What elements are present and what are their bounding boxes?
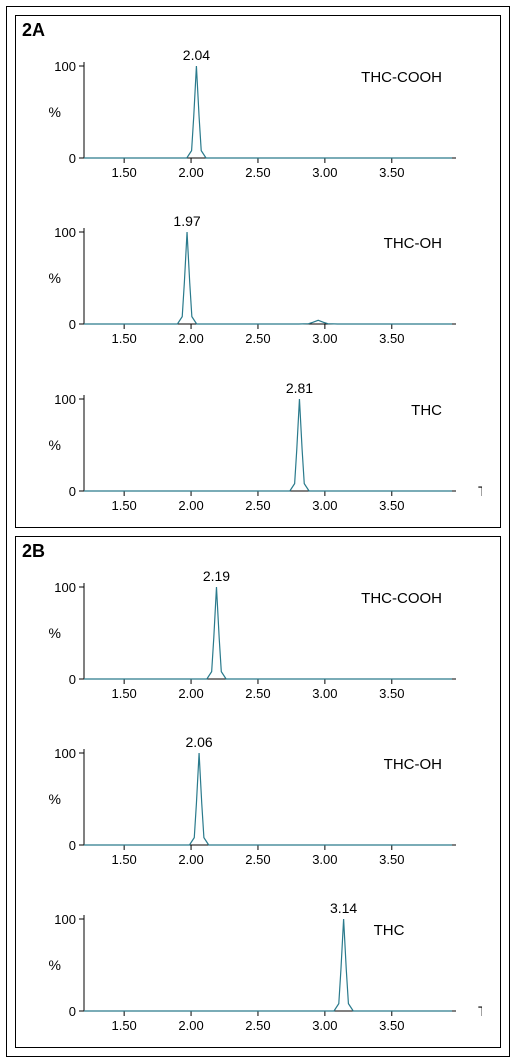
ytick-label: 0 (69, 1004, 76, 1019)
ytick-label: 0 (69, 151, 76, 166)
yaxis-label: % (49, 104, 61, 120)
ytick-label: 0 (69, 317, 76, 332)
yaxis-label: % (49, 957, 61, 973)
xaxis-label: Time (478, 483, 482, 499)
xtick-label: 3.00 (312, 1018, 337, 1033)
panel-2A: 2A0100%1.502.002.503.003.502.04THC-COOH0… (15, 15, 501, 528)
xtick-label: 3.50 (379, 686, 404, 701)
ytick-label: 100 (54, 746, 76, 761)
yaxis-label: % (49, 625, 61, 641)
xtick-label: 3.50 (379, 331, 404, 346)
outer-frame: 2A0100%1.502.002.503.003.502.04THC-COOH0… (6, 6, 510, 1057)
axes (79, 395, 456, 496)
ytick-label: 100 (54, 225, 76, 240)
xtick-label: 1.50 (111, 498, 136, 513)
xtick-label: 2.00 (178, 498, 203, 513)
xtick-label: 3.50 (379, 1018, 404, 1033)
ytick-label: 100 (54, 580, 76, 595)
compound-label: THC-OH (384, 756, 442, 773)
ytick-label: 0 (69, 672, 76, 687)
xtick-label: 3.00 (312, 165, 337, 180)
xtick-label: 2.00 (178, 852, 203, 867)
chromatogram-chart: 0 100% 1.50 2.00 2.50 3.00 3.50 2.04 THC-COOH (22, 36, 482, 188)
compound-label: THC-COOH (361, 69, 442, 86)
yaxis-label: % (49, 791, 61, 807)
chromatogram-chart: 0 100% 1.50 2.00 2.50 3.00 3.50 2.06 THC-OH (22, 723, 482, 875)
peak-rt-label: 2.04 (183, 47, 210, 63)
panel-2B: 2B0100%1.502.002.503.003.502.19THC-COOH0… (15, 536, 501, 1049)
peak-rt-label: 3.14 (330, 900, 357, 916)
xtick-label: 1.50 (111, 165, 136, 180)
xtick-label: 2.50 (245, 686, 270, 701)
ytick-label: 0 (69, 484, 76, 499)
xtick-label: 2.50 (245, 1018, 270, 1033)
xtick-label: 2.50 (245, 498, 270, 513)
compound-label: THC (411, 402, 442, 419)
yaxis-label: % (49, 270, 61, 286)
chromatogram-chart: 0 100% 1.50 2.00 2.50 3.00 3.50 2.81 THC Time (22, 369, 482, 521)
xtick-label: 3.00 (312, 498, 337, 513)
page: 2A0100%1.502.002.503.003.502.04THC-COOH0… (0, 0, 516, 1063)
xtick-label: 2.00 (178, 165, 203, 180)
xtick-label: 1.50 (111, 1018, 136, 1033)
compound-label: THC (374, 922, 405, 939)
chromatogram-trace (84, 399, 452, 491)
chart-slot: 0 100% 1.50 2.00 2.50 3.00 3.50 2.04 THC-COOH (22, 36, 488, 188)
xtick-label: 2.50 (245, 852, 270, 867)
ytick-label: 0 (69, 838, 76, 853)
xtick-label: 3.50 (379, 852, 404, 867)
yaxis-label: % (49, 437, 61, 453)
ytick-label: 100 (54, 59, 76, 74)
xtick-label: 1.50 (111, 852, 136, 867)
xtick-label: 2.50 (245, 331, 270, 346)
xtick-label: 1.50 (111, 331, 136, 346)
xtick-label: 3.50 (379, 165, 404, 180)
xtick-label: 3.00 (312, 852, 337, 867)
chart-slot: 0 100% 1.50 2.00 2.50 3.00 3.50 3.14 THC Time (22, 889, 488, 1041)
peak-rt-label: 2.81 (286, 380, 313, 396)
xaxis-label: Time (478, 1003, 482, 1019)
xtick-label: 2.00 (178, 1018, 203, 1033)
ytick-label: 100 (54, 392, 76, 407)
chart-slot: 0 100% 1.50 2.00 2.50 3.00 3.50 2.81 THC Time (22, 369, 488, 521)
peak-rt-label: 2.19 (203, 568, 230, 584)
xtick-label: 2.00 (178, 686, 203, 701)
xtick-label: 3.50 (379, 498, 404, 513)
compound-label: THC-COOH (361, 590, 442, 607)
peak-rt-label: 1.97 (173, 213, 200, 229)
xtick-label: 2.00 (178, 331, 203, 346)
xtick-label: 3.00 (312, 331, 337, 346)
chart-slot: 0 100% 1.50 2.00 2.50 3.00 3.50 1.97 THC-OH (22, 202, 488, 354)
peak-rt-label: 2.06 (185, 734, 212, 750)
chart-slot: 0 100% 1.50 2.00 2.50 3.00 3.50 2.06 THC-OH (22, 723, 488, 875)
chart-slot: 0 100% 1.50 2.00 2.50 3.00 3.50 2.19 THC-COOH (22, 557, 488, 709)
xtick-label: 1.50 (111, 686, 136, 701)
xtick-label: 3.00 (312, 686, 337, 701)
chromatogram-chart: 0 100% 1.50 2.00 2.50 3.00 3.50 3.14 THC Time (22, 889, 482, 1041)
chromatogram-chart: 0 100% 1.50 2.00 2.50 3.00 3.50 2.19 THC-COOH (22, 557, 482, 709)
ytick-label: 100 (54, 912, 76, 927)
compound-label: THC-OH (384, 235, 442, 252)
chromatogram-chart: 0 100% 1.50 2.00 2.50 3.00 3.50 1.97 THC-OH (22, 202, 482, 354)
xtick-label: 2.50 (245, 165, 270, 180)
